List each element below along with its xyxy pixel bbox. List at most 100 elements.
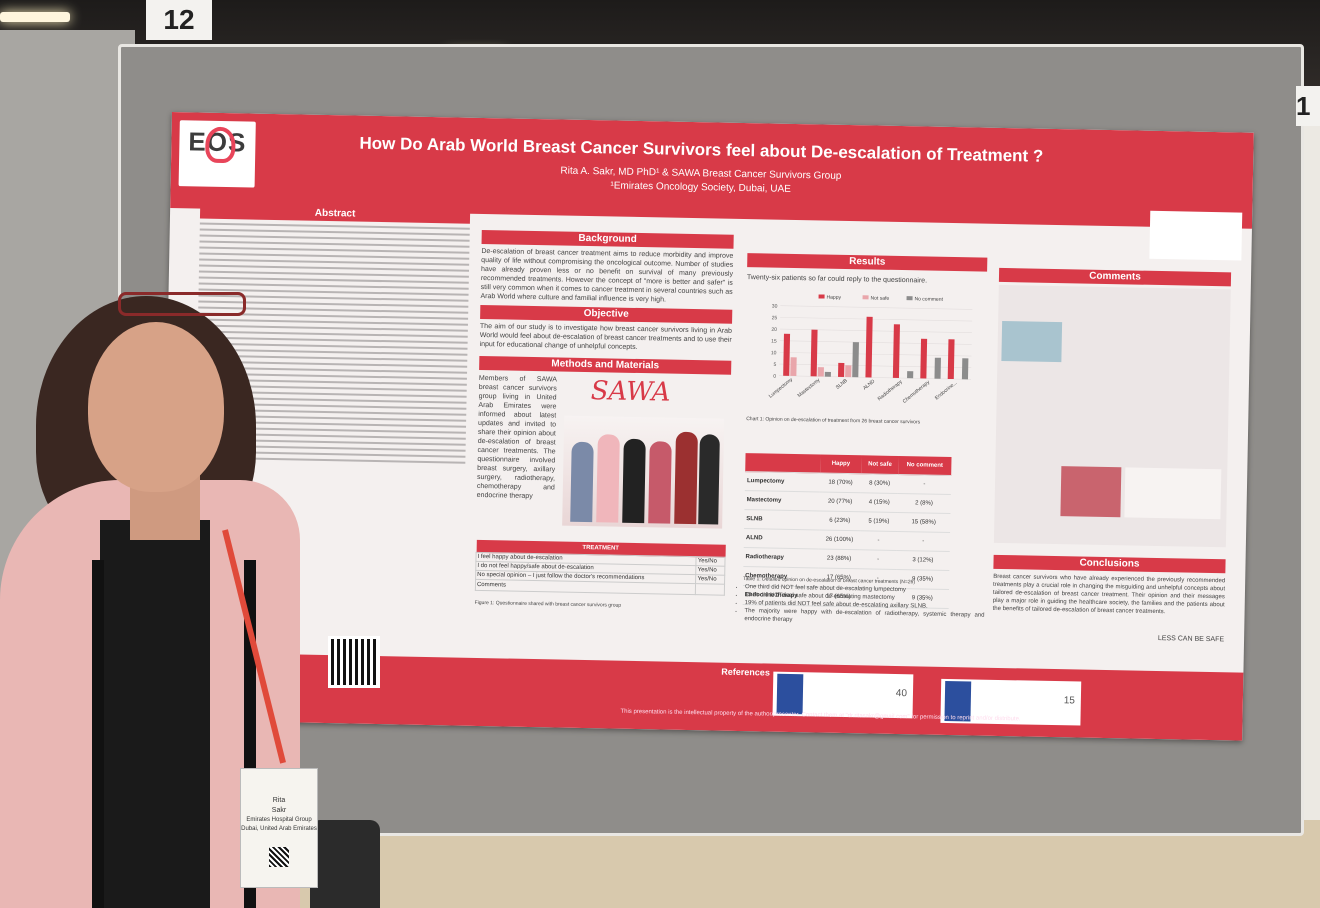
bar: [838, 362, 845, 377]
bar: [817, 367, 824, 377]
group-photo: [562, 415, 725, 529]
badge-org: Emirates Hospital Group: [246, 817, 312, 823]
results-intro: Twenty-six patients so far could reply t…: [746, 274, 928, 285]
book-cover: [776, 673, 804, 715]
comments-section: Comments Conclusions Breast cancer survi…: [992, 267, 1232, 644]
table-cell: Mastectomy: [744, 490, 820, 511]
x-tick-label: ALND: [862, 378, 876, 391]
chart1-caption: Chart 1: Opinion on de-escalation of tre…: [746, 416, 921, 426]
comment-note: [1124, 467, 1222, 520]
jacket-lapel: [92, 560, 256, 908]
table-cell: 15 (58%): [896, 512, 951, 533]
y-tick-label: 0: [773, 374, 776, 380]
badge-first-name: Rita: [272, 797, 286, 804]
conclusions-heading: Conclusions: [993, 554, 1226, 574]
gridline: [779, 328, 972, 334]
legend-label: No comment: [914, 296, 943, 303]
eos-logo: EOS: [178, 120, 256, 188]
x-tick-label: SLNB: [835, 377, 849, 390]
table-cell: -: [859, 549, 897, 570]
book-number: 15: [1063, 695, 1075, 707]
less-is-safe: LESS CAN BE SAFE: [1157, 635, 1225, 644]
bar: [892, 324, 900, 379]
person-face: [88, 322, 224, 492]
bar: [961, 358, 969, 380]
table-cell: 4 (15%): [860, 492, 898, 513]
y-tick-label: 20: [771, 327, 777, 333]
table-cell: 20 (77%): [819, 492, 862, 512]
gridline: [779, 375, 972, 380]
background-heading: Background: [481, 229, 734, 249]
table-cell: -: [896, 531, 951, 552]
bar: [783, 333, 791, 376]
comment-image: [1060, 466, 1122, 518]
badge-location: Dubai, United Arab Emirates: [241, 826, 317, 832]
table-header-cell: No comment: [898, 456, 952, 476]
ribbon-icon: [205, 126, 236, 164]
x-tick-label: Endocrine...: [934, 380, 959, 401]
table-cell: Lumpectomy: [744, 471, 820, 492]
methods-text: Members of SAWA breast cancer survivors …: [476, 374, 557, 500]
table-cell: 23 (88%): [818, 548, 861, 569]
badge-qr-code: [269, 847, 289, 867]
bar: [824, 371, 831, 377]
conclusions-text: Breast cancer survivors who have already…: [992, 573, 1226, 616]
y-tick-label: 25: [772, 315, 778, 321]
legend-swatch: [862, 295, 869, 300]
results-bar-chart: 0 5 10 15 20 25 30 Lumpectomy Mastectomy SLNB ALND…: [768, 294, 973, 405]
board-number: 12: [146, 0, 212, 40]
gridline: [779, 340, 972, 345]
bar: [907, 371, 914, 379]
table-cell: 5 (19%): [860, 511, 898, 532]
results-heading: Results: [747, 253, 988, 272]
gridline: [779, 363, 972, 369]
table-cell: 3 (12%): [896, 550, 950, 571]
bar: [852, 342, 859, 378]
person-shirt: [100, 520, 210, 908]
comment-image: [1001, 320, 1063, 363]
table-cell: 8 (30%): [861, 473, 899, 494]
table-cell: -: [897, 474, 952, 495]
research-poster: EOS How Do Arab World Breast Cancer Surv…: [160, 112, 1254, 741]
poster-id: # SESS-1338: [1178, 249, 1240, 262]
results-bullets: One third did NOT feel safe about de-esc…: [728, 583, 985, 628]
table-cell: ALND: [743, 528, 819, 549]
gridline: [780, 305, 973, 310]
comments-body: [993, 284, 1231, 548]
qr-code: [328, 636, 380, 688]
bar: [947, 339, 955, 380]
name-badge: Rita Sakr Emirates Hospital Group Dubai,…: [240, 768, 318, 888]
poster-title: How Do Arab World Breast Cancer Survivor…: [359, 133, 1044, 166]
bar: [934, 357, 941, 379]
table-header-cell: [745, 453, 821, 474]
y-tick-label: 10: [771, 350, 777, 356]
ceiling-light: [0, 12, 70, 22]
gridline: [780, 317, 973, 322]
table-header-cell: Happy: [819, 454, 862, 474]
table-cell: Radiotherapy: [743, 547, 819, 568]
table-cell: -: [860, 530, 897, 551]
list-item: The majority were happy with de-escalati…: [744, 607, 984, 628]
legend-label: Not safe: [870, 295, 889, 301]
book-number: 40: [895, 688, 908, 700]
table-cell: SLNB: [744, 509, 820, 530]
x-tick-label: Lumpectomy: [768, 377, 794, 400]
bar: [865, 316, 873, 378]
comments-heading: Comments: [998, 267, 1232, 287]
table-cell: 26 (100%): [818, 529, 861, 550]
sunglasses: [118, 292, 246, 316]
bar: [920, 338, 928, 379]
references-heading: References: [721, 666, 770, 678]
table-header-cell: Not safe: [861, 455, 899, 475]
x-tick-label: Radiotherapy: [877, 379, 904, 403]
bar: [845, 365, 852, 378]
table-cell: 2 (8%): [897, 493, 951, 514]
chair: [310, 820, 380, 908]
legend-swatch: [818, 294, 825, 299]
objective-text: The aim of our study is to investigate h…: [479, 322, 732, 351]
board-number-right: 1: [1296, 86, 1320, 126]
sawa-logo: SAWA: [590, 376, 671, 408]
background-text: De-escalation of breast cancer treatment…: [480, 247, 734, 304]
bar: [790, 357, 797, 377]
x-tick-label: Mastectomy: [797, 377, 822, 399]
